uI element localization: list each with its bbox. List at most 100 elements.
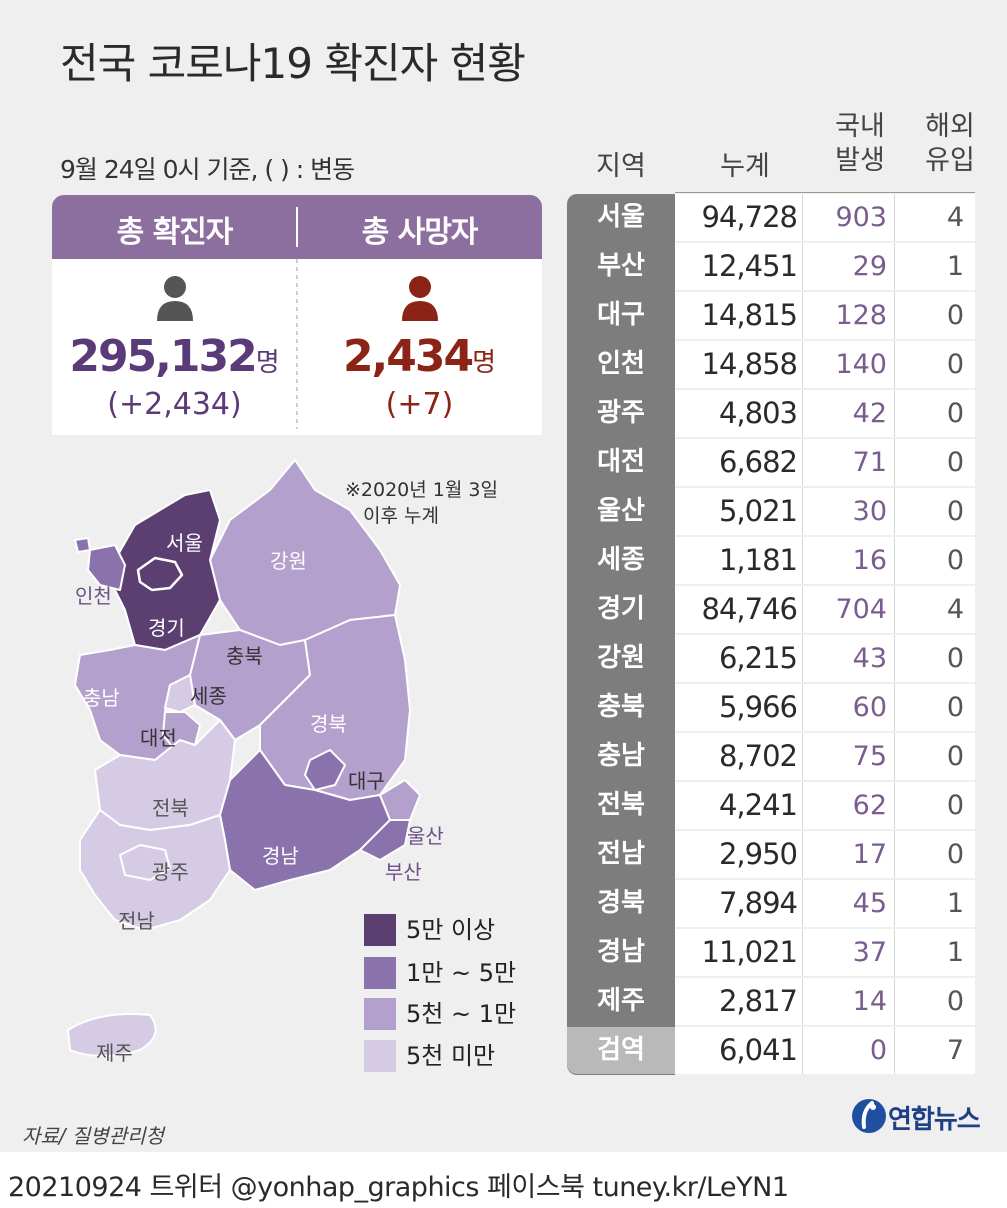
cell-divider — [894, 243, 895, 290]
map-label-gwangju: 광주 — [152, 860, 189, 884]
region-incheon-island — [74, 537, 91, 553]
region-seoul — [136, 556, 184, 592]
overseas-cell: 0 — [946, 447, 964, 478]
domestic-cell: 903 — [835, 202, 887, 233]
domestic-cell: 37 — [852, 937, 887, 968]
region-cell: 전북 — [597, 790, 645, 820]
yonhap-logo: 연합뉴스 — [850, 1095, 995, 1139]
table-row: 검역 6,041 0 7 — [567, 1027, 975, 1076]
cell-divider — [802, 586, 803, 633]
region-gwangju — [119, 844, 171, 881]
cell-divider — [802, 929, 803, 976]
table-row: 대전 6,682 71 0 — [567, 439, 975, 488]
header-total: 누계 — [720, 151, 770, 182]
cell-divider — [894, 978, 895, 1025]
legend-swatch — [364, 957, 396, 989]
cell-divider — [802, 243, 803, 290]
row-cells — [675, 880, 975, 927]
table-row: 광주 4,803 42 0 — [567, 390, 975, 439]
cell-divider — [894, 292, 895, 339]
domestic-cell: 45 — [852, 888, 887, 919]
region-table: 서울 94,728 903 4 부산 12,451 29 1 대구 14,815 128 0 인천 14,… — [567, 194, 975, 1075]
total-cell: 5,966 — [718, 690, 798, 724]
domestic-cell: 16 — [852, 545, 887, 576]
total-cell: 4,803 — [718, 396, 798, 430]
confirmed-total: 295,132명 — [52, 331, 297, 382]
overseas-cell: 0 — [946, 545, 964, 576]
overseas-cell: 4 — [946, 202, 964, 233]
table-row: 경남 11,021 37 1 — [567, 929, 975, 978]
region-cell: 충북 — [597, 692, 645, 722]
cell-divider — [802, 537, 803, 584]
legend-swatch — [364, 914, 396, 946]
cell-divider — [802, 733, 803, 780]
row-cells — [675, 831, 975, 878]
legend-swatch — [364, 1040, 396, 1072]
total-cell: 14,815 — [701, 298, 798, 332]
cell-divider — [894, 488, 895, 535]
row-cells — [675, 929, 975, 976]
cell-divider — [894, 194, 895, 241]
cell-divider — [894, 831, 895, 878]
map-label-jeonbuk: 전북 — [152, 796, 189, 820]
table-row: 충북 5,966 60 0 — [567, 684, 975, 733]
region-cell: 검역 — [567, 1027, 675, 1074]
table-row: 세종 1,181 16 0 — [567, 537, 975, 586]
region-cell: 대전 — [597, 447, 645, 477]
totals-header: 총 확진자 총 사망자 — [52, 195, 542, 259]
cell-divider — [802, 439, 803, 486]
map-label-incheon: 인천 — [75, 584, 112, 608]
row-cells — [675, 978, 975, 1025]
row-cells — [675, 635, 975, 682]
header-domestic: 국내 발생 — [835, 111, 885, 176]
legend-label: 5만 이상 — [406, 916, 496, 944]
total-cell: 7,894 — [718, 886, 798, 920]
source-credit: 자료/ 질병관리청 — [22, 1124, 164, 1148]
overseas-cell: 4 — [946, 594, 964, 625]
domestic-cell: 30 — [852, 496, 887, 527]
region-cell: 경북 — [597, 888, 645, 918]
legend-label: 5천 ~ 1만 — [406, 1000, 517, 1028]
total-cell: 2,950 — [718, 837, 798, 871]
total-cell: 94,728 — [701, 200, 798, 234]
domestic-cell: 60 — [852, 692, 887, 723]
cell-divider — [802, 292, 803, 339]
totals-body: 295,132명 (+2,434) 2,434명 (+7) — [52, 259, 542, 435]
cell-divider — [802, 1027, 803, 1074]
row-cells — [675, 537, 975, 584]
map-label-gyeonggi: 경기 — [148, 616, 185, 640]
cell-divider — [802, 488, 803, 535]
total-cell: 5,021 — [718, 494, 798, 528]
confirmed-label: 총 확진자 — [116, 215, 234, 250]
total-cell: 12,451 — [701, 249, 798, 283]
cell-divider — [894, 684, 895, 731]
deaths-total: 2,434명 — [297, 331, 542, 382]
total-cell: 2,817 — [718, 984, 798, 1018]
cell-divider — [802, 194, 803, 241]
domestic-cell: 42 — [852, 398, 887, 429]
total-cell: 6,041 — [718, 1033, 798, 1067]
region-sejong — [164, 674, 196, 713]
domestic-cell: 0 — [869, 1035, 887, 1066]
total-cell: 6,215 — [718, 641, 798, 675]
domestic-cell: 140 — [835, 349, 887, 380]
cell-divider — [802, 978, 803, 1025]
deaths-label: 총 사망자 — [361, 215, 479, 250]
domestic-cell: 29 — [852, 251, 887, 282]
overseas-cell: 0 — [946, 986, 964, 1017]
cell-divider — [894, 341, 895, 388]
cell-divider — [894, 439, 895, 486]
domestic-cell: 62 — [852, 790, 887, 821]
legend-label: 5천 미만 — [406, 1042, 496, 1070]
row-cells — [675, 439, 975, 486]
deaths-unit: 명 — [472, 348, 497, 378]
total-cell: 11,021 — [701, 935, 798, 969]
overseas-cell: 0 — [946, 741, 964, 772]
row-cells — [675, 684, 975, 731]
map-label-jeju: 제주 — [96, 1041, 133, 1065]
overseas-cell: 0 — [946, 496, 964, 527]
map-label-busan: 부산 — [385, 860, 422, 884]
region-daegu — [304, 749, 346, 791]
domestic-cell: 704 — [835, 594, 887, 625]
legend-label: 1만 ~ 5만 — [406, 959, 517, 987]
